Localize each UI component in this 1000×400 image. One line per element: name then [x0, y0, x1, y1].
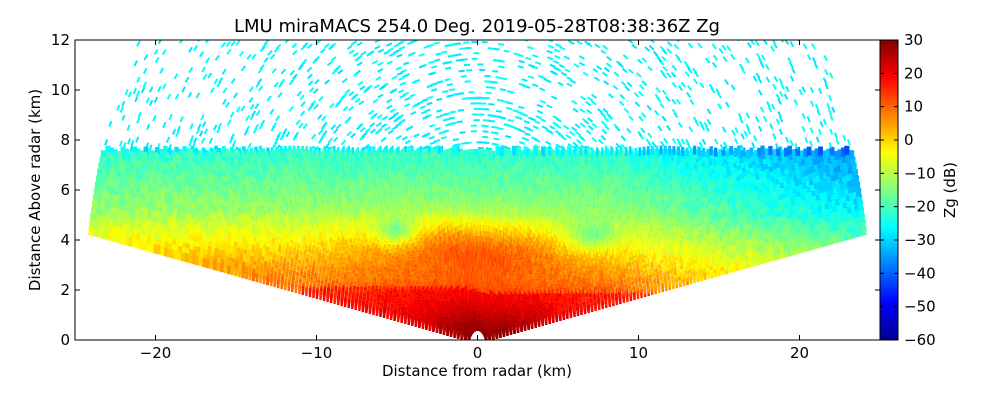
y-tick-label: 8 [60, 131, 70, 149]
y-tick-label: 12 [51, 31, 70, 49]
y-axis-label: Distance Above radar (km) [26, 89, 44, 291]
colorbar-tick-label: −50 [904, 298, 936, 316]
x-tick-label: 0 [473, 344, 483, 362]
colorbar-ticks: 30 20 10 0 −10 −20 −30 −40 −50 −60 [880, 31, 936, 349]
reflectivity-field [88, 40, 867, 340]
x-tick-label: −20 [140, 344, 172, 362]
x-axis-label: Distance from radar (km) [382, 362, 572, 380]
colorbar-tick-label: −30 [904, 231, 936, 249]
x-tick-label: 20 [790, 344, 809, 362]
y-tick-label: 0 [60, 331, 70, 349]
colorbar-tick-label: −60 [904, 331, 936, 349]
colorbar-tick-label: −40 [904, 264, 936, 282]
chart-title: LMU miraMACS 254.0 Deg. 2019-05-28T08:38… [234, 16, 720, 37]
colorbar-tick-label: 0 [904, 131, 914, 149]
colorbar-tick-label: −20 [904, 198, 936, 216]
y-tick-label: 10 [51, 81, 70, 99]
x-axis-ticks: −20 −10 0 10 20 [140, 40, 809, 362]
colorbar-tick-label: −10 [904, 164, 936, 182]
y-axis-ticks: 0 2 4 6 8 10 12 [51, 31, 880, 349]
colorbar-tick-label: 30 [904, 31, 923, 49]
y-tick-label: 6 [60, 181, 70, 199]
colorbar-tick-label: 10 [904, 98, 923, 116]
y-tick-label: 4 [60, 231, 70, 249]
x-tick-label: −10 [301, 344, 333, 362]
y-tick-label: 2 [60, 281, 70, 299]
colorbar-tick-label: 20 [904, 64, 923, 82]
x-tick-label: 10 [629, 344, 648, 362]
colorbar-label: Zg (dB) [941, 162, 959, 218]
colorbar [879, 39, 899, 341]
